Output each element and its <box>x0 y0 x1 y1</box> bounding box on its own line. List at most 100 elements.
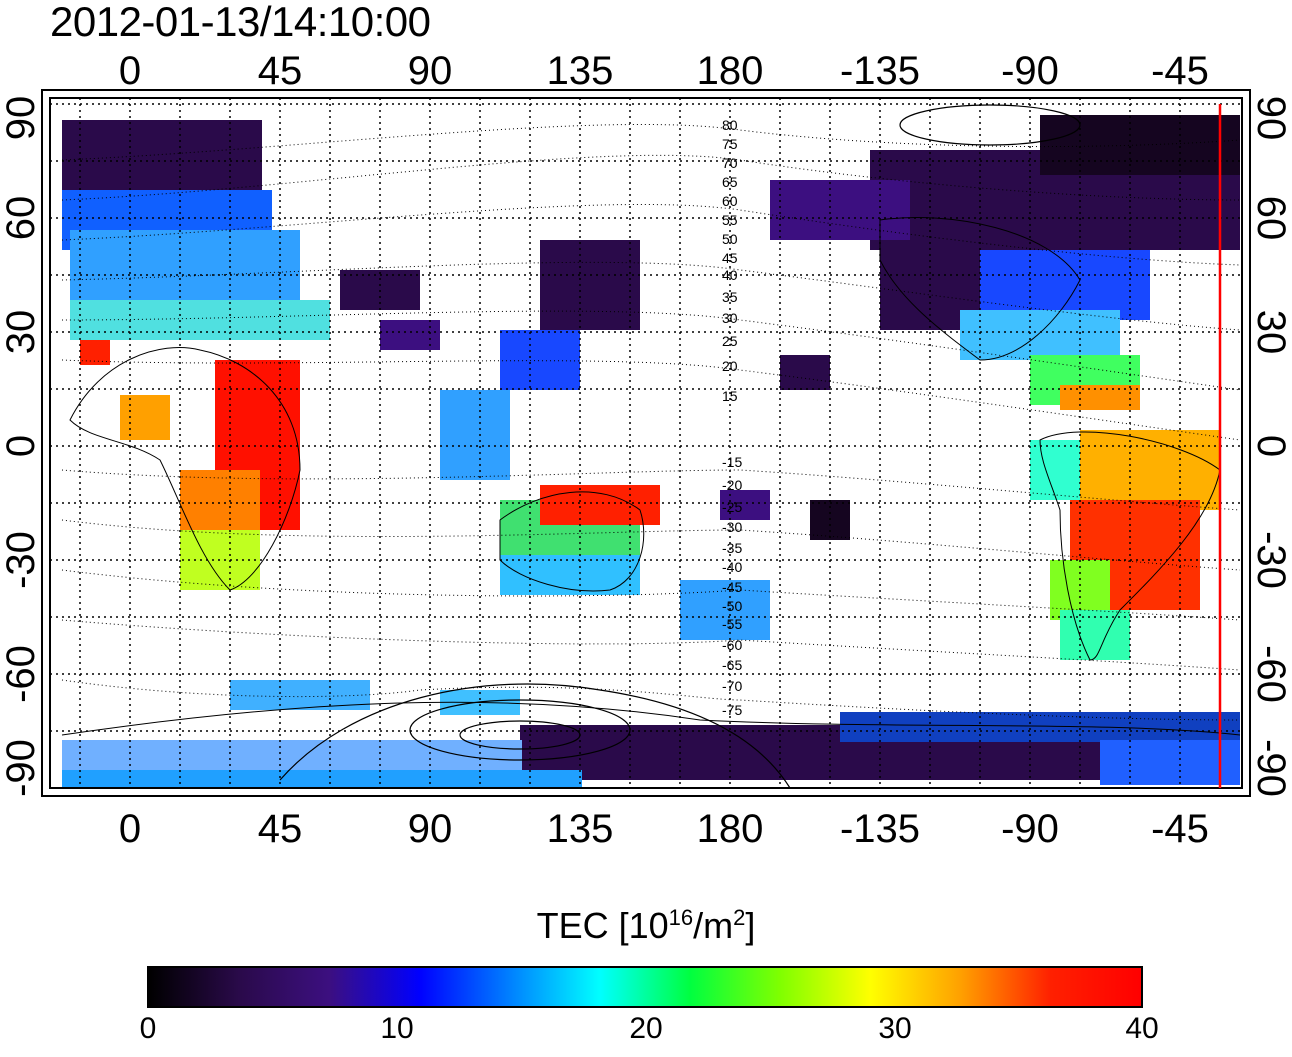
latitude-axis-right: 90 60 30 0 -30 -60 -90 <box>1249 96 1292 797</box>
tec-region <box>500 555 640 595</box>
contour-label: -35 <box>722 540 742 556</box>
lat-tick-label: 90 <box>0 96 43 141</box>
colorbar <box>147 966 1143 1008</box>
lat-tick-label: -60 <box>1249 645 1292 703</box>
contour-label: 75 <box>722 136 738 152</box>
map-border-outer <box>41 89 1251 797</box>
contour-label: -45 <box>722 579 742 595</box>
contour-label: 65 <box>722 174 738 190</box>
tec-region <box>120 395 170 440</box>
colorbar-title: TEC [1016/m2] <box>0 905 1292 947</box>
colorbar-title-prefix: TEC [10 <box>536 905 669 946</box>
colorbar-title-mid: /m <box>693 905 734 946</box>
tec-data-layer <box>62 115 1240 788</box>
tec-region <box>1030 440 1080 500</box>
contour-label: 70 <box>722 155 738 171</box>
colorbar-tick-label: 20 <box>629 1012 663 1045</box>
contour-label: -60 <box>722 637 742 653</box>
longitude-axis-top: 0 45 90 135 180 -135 -90 -45 <box>119 49 1209 93</box>
lon-tick-label: 0 <box>119 49 141 93</box>
lon-tick-label: 135 <box>547 807 614 851</box>
lat-tick-label: -90 <box>1249 739 1292 797</box>
contour-label: 80 <box>722 117 738 133</box>
lat-tick-label: 0 <box>1249 435 1292 457</box>
colorbar-tick-label: 30 <box>878 1012 912 1045</box>
tec-region <box>540 240 640 330</box>
colorbar-title-exp2: 2 <box>733 905 746 930</box>
contour-label: 15 <box>722 388 738 404</box>
lat-tick-label: -30 <box>0 531 43 589</box>
contour-label: -25 <box>722 499 742 515</box>
tec-region <box>1080 430 1220 510</box>
lat-tick-label: -30 <box>1249 531 1292 589</box>
contour-label: 25 <box>722 333 738 349</box>
lat-tick-label: 60 <box>1249 196 1292 241</box>
tec-region <box>980 250 1150 320</box>
contour-label: 40 <box>722 267 738 283</box>
latitude-axis-left: 90 60 30 0 -30 -60 -90 <box>0 96 43 797</box>
longitude-axis-bottom: 0 45 90 135 180 -135 -90 -45 <box>119 807 1209 851</box>
tec-region <box>500 330 580 390</box>
lon-tick-label: -45 <box>1151 49 1209 93</box>
tec-region <box>380 320 440 350</box>
tec-region <box>960 310 1120 360</box>
colorbar-title-exp1: 16 <box>668 905 694 930</box>
contour-label: 45 <box>722 250 738 266</box>
contour-label: 50 <box>722 231 738 247</box>
contour-label: -75 <box>722 702 742 718</box>
lat-tick-label: 30 <box>1249 310 1292 355</box>
colorbar-tick-label: 0 <box>139 1012 157 1045</box>
polar-contours <box>279 104 1081 789</box>
tec-region <box>780 355 830 390</box>
coastlines <box>61 217 1241 736</box>
colorbar-title-suffix: ] <box>745 905 756 946</box>
contour-label: -20 <box>722 477 742 493</box>
tec-region <box>1060 610 1130 660</box>
contour-label: -40 <box>722 559 742 575</box>
lat-tick-label: -90 <box>0 739 43 797</box>
tec-region <box>680 580 770 640</box>
magnetic-contours <box>61 123 1241 721</box>
colorbar-tick-label: 40 <box>1125 1012 1159 1045</box>
contour-label: -65 <box>722 657 742 673</box>
lon-tick-label: -90 <box>1001 49 1059 93</box>
tec-region <box>720 490 770 520</box>
graticule <box>50 98 1242 788</box>
contour-label: -70 <box>722 678 742 694</box>
lon-tick-label: -45 <box>1151 807 1209 851</box>
timestamp-title: 2012-01-13/14:10:00 <box>50 0 431 45</box>
contour-label: 60 <box>722 193 738 209</box>
lon-tick-label: -135 <box>840 807 920 851</box>
lon-tick-label: 180 <box>697 807 764 851</box>
lat-tick-label: 60 <box>0 196 43 241</box>
contour-label: -15 <box>722 454 742 470</box>
contour-label: -30 <box>722 519 742 535</box>
lon-tick-label: 45 <box>258 49 303 93</box>
lon-tick-label: 45 <box>258 807 303 851</box>
contour-label: 55 <box>722 212 738 228</box>
contour-label-group: 80 75 70 65 60 55 50 45 40 35 30 25 20 1… <box>722 117 742 718</box>
contour-label: -55 <box>722 616 742 632</box>
lat-tick-label: 30 <box>0 310 43 355</box>
map-frame <box>49 97 1243 789</box>
tec-region <box>180 470 260 540</box>
tec-region <box>440 390 510 480</box>
lon-tick-label: 90 <box>408 807 453 851</box>
tec-region <box>840 712 1240 742</box>
tec-region <box>62 120 262 190</box>
contour-label: 20 <box>722 358 738 374</box>
tec-region <box>70 300 330 340</box>
contour-label: 35 <box>722 289 738 305</box>
tec-region <box>540 485 660 525</box>
tec-region <box>770 180 910 240</box>
lon-tick-label: -90 <box>1001 807 1059 851</box>
contour-label: 30 <box>722 310 738 326</box>
tec-region <box>62 770 582 788</box>
tec-region <box>1040 115 1240 175</box>
lat-tick-label: 90 <box>1249 96 1292 141</box>
tec-region <box>80 340 110 365</box>
tec-region <box>1100 740 1240 785</box>
lat-tick-label: -60 <box>0 645 43 703</box>
tec-region <box>70 230 300 310</box>
